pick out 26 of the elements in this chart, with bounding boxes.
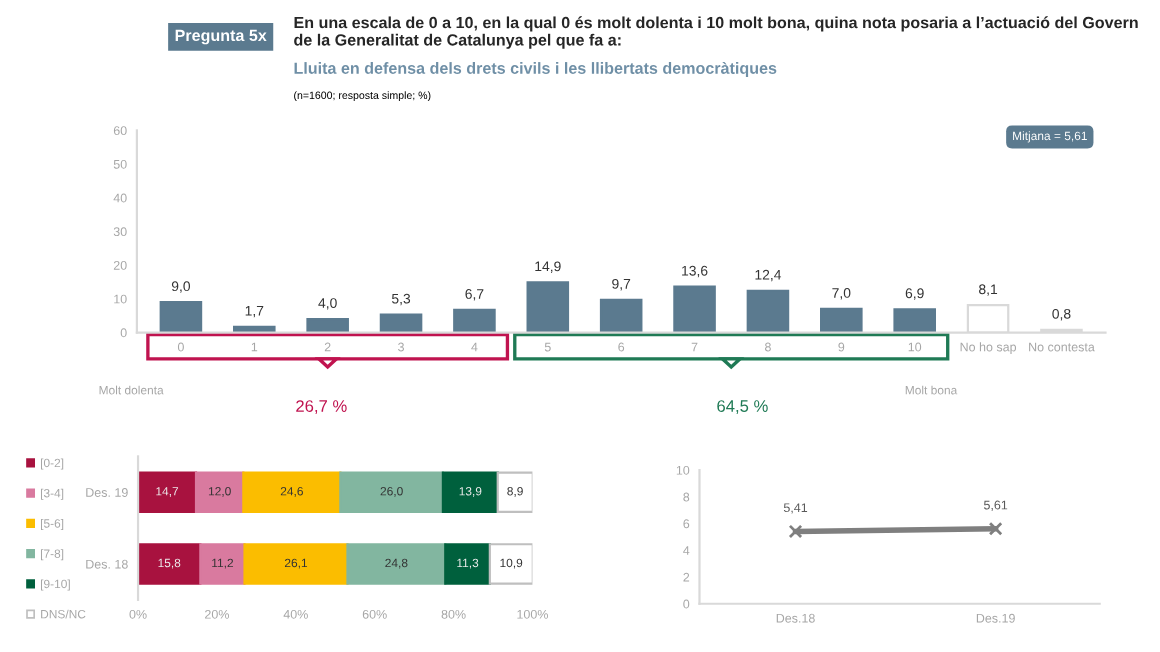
bar <box>488 543 533 585</box>
bar <box>746 289 790 333</box>
bar <box>526 281 570 333</box>
bar <box>306 317 349 333</box>
text: 26,7 % <box>296 400 347 414</box>
bar <box>820 307 863 333</box>
bar <box>496 471 533 514</box>
chart-subtitle: Lluita en defensa dels drets civils i les llibertats democràtiques <box>294 61 777 78</box>
bar <box>243 543 349 585</box>
bar <box>138 471 198 514</box>
bar <box>673 285 716 333</box>
bar <box>599 298 643 333</box>
bar <box>242 471 342 514</box>
chart-title: En una escala de 0 a 10, en la qual 0 és molt dolenta i 10 molt bona, quina nota posaria a l’actuació del Govern de la Generalitat de Catalunya pel que fa a: <box>294 16 1138 49</box>
text: Pregunta 5x <box>175 29 267 45</box>
bar <box>339 471 445 514</box>
bar <box>893 308 936 333</box>
bar <box>444 543 491 585</box>
bar <box>441 471 499 514</box>
bar <box>199 543 246 585</box>
bar <box>453 308 496 333</box>
bar <box>159 301 203 333</box>
bar <box>138 543 202 585</box>
bar <box>346 543 447 585</box>
text: 64,5 % <box>717 400 768 414</box>
bar <box>194 471 245 514</box>
